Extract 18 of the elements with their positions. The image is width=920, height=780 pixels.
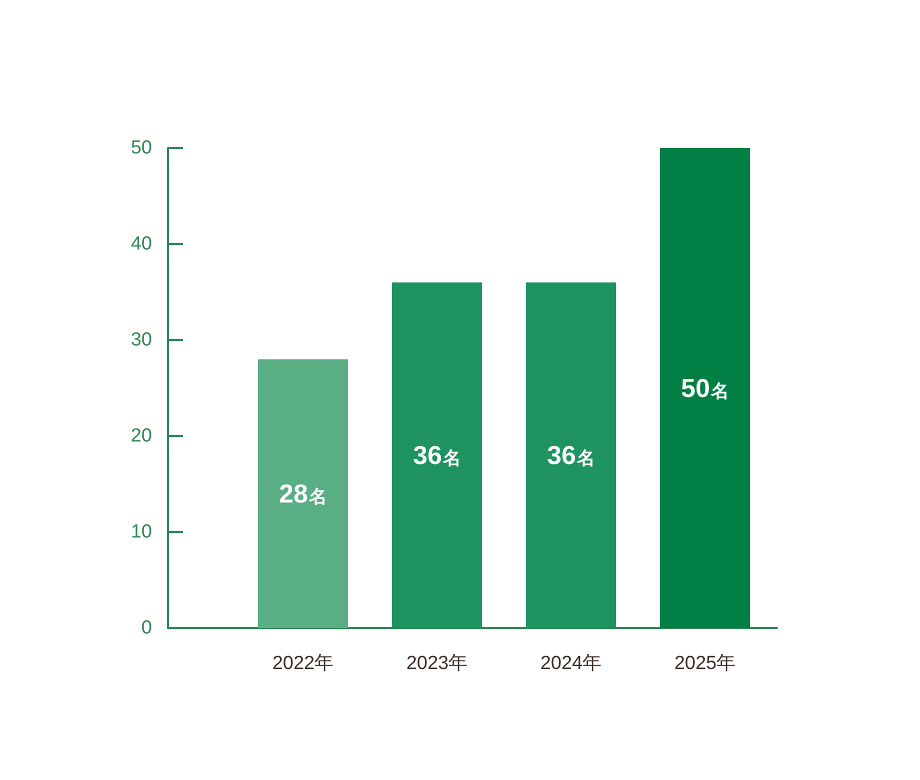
- y-tick-label: 30: [130, 330, 152, 350]
- x-tick-label: 2024年: [540, 653, 602, 674]
- y-tick-label: 10: [130, 522, 152, 542]
- data-label: 36名: [547, 440, 595, 470]
- y-tick-label: 0: [141, 618, 152, 638]
- data-label: 36名: [413, 440, 461, 470]
- data-label: 50名: [681, 373, 729, 403]
- bar: [526, 282, 616, 628]
- y-tick-label: 40: [130, 234, 152, 254]
- bar: [660, 148, 750, 628]
- y-tick-label: 20: [130, 426, 152, 446]
- x-tick-label: 2023年: [406, 653, 468, 674]
- bar: [392, 282, 482, 628]
- bar: [258, 359, 348, 628]
- data-label: 28名: [279, 478, 327, 509]
- x-tick-label: 2025年: [674, 653, 736, 674]
- x-tick-label: 2022年: [272, 653, 334, 674]
- y-tick-label: 50: [130, 138, 152, 158]
